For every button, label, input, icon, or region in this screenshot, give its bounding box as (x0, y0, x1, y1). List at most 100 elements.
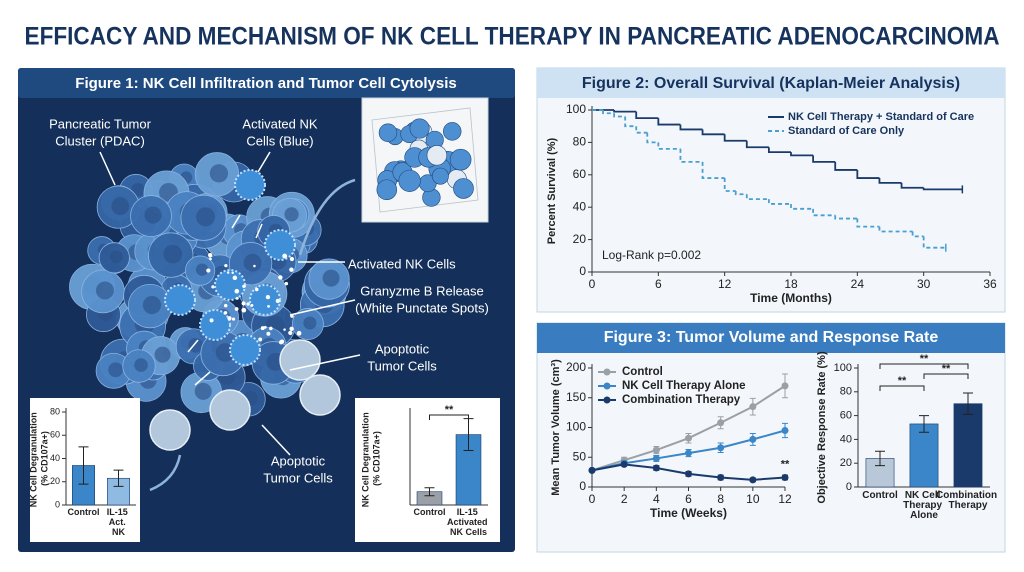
arrow (298, 178, 356, 256)
x-tick-label: 4 (653, 492, 660, 506)
nk-cell (214, 269, 246, 301)
survival-step (767, 147, 791, 154)
survival-step (657, 142, 681, 150)
legend-label: Standard of Care Only (788, 125, 905, 137)
data-point (717, 473, 725, 481)
error-bar (875, 450, 885, 467)
y-axis-label: Mean Tumor Volume (cm³) (550, 359, 562, 496)
granzyme-dot (224, 264, 228, 268)
granzyme-dot (266, 331, 271, 336)
granzyme-dot (209, 318, 214, 323)
granzyme-dot (231, 271, 234, 275)
nk-cell (234, 169, 266, 201)
survival-step (834, 161, 858, 171)
survival-step (900, 182, 924, 189)
cube-cell (409, 118, 430, 139)
granzyme-dot (209, 257, 212, 261)
cube-cells (376, 118, 474, 207)
cell-nucleus (154, 346, 171, 363)
cell-nucleus (163, 244, 183, 264)
bar (953, 403, 983, 488)
page-title: EFFICACY AND MECHANISM OF NK CELL THERAP… (25, 23, 1000, 51)
data-point (781, 426, 789, 434)
illustration-label: Cluster (PDAC) (55, 133, 145, 148)
cube-cell (443, 122, 462, 141)
y-tick-label: 80 (840, 386, 852, 398)
y-tick-label: 60 (50, 430, 60, 440)
legend-label: Combination Therapy (622, 394, 741, 406)
granzyme-dot (234, 288, 240, 294)
chart-title: Figure 2: Overall Survival (Kaplan-Meier… (582, 75, 960, 92)
x-tick-label: Control (68, 507, 100, 517)
cell-nucleus (195, 263, 209, 276)
cell-nucleus (194, 382, 212, 400)
cube-cell (449, 148, 472, 171)
significance-bracket (429, 414, 469, 420)
survival-step (878, 178, 902, 184)
survival-step (790, 152, 814, 157)
arrow (289, 354, 361, 371)
illustration-label: (White Punctate Spots) (355, 300, 489, 315)
x-tick-label: 30 (917, 277, 931, 291)
survival-step (613, 113, 626, 118)
data-point (652, 446, 660, 454)
significance-bracket (923, 373, 969, 379)
cell-nucleus (303, 316, 317, 330)
cube-cell (431, 167, 449, 185)
y-axis-label: Objective Response Rate (%) (816, 351, 828, 504)
cell-nucleus (144, 206, 162, 224)
apoptotic-cell (299, 374, 341, 416)
data-point (685, 449, 692, 457)
survival-step (734, 191, 747, 196)
x-tick-label: 10 (746, 492, 760, 506)
granzyme-dot (279, 340, 284, 345)
granzyme-dot (288, 330, 293, 336)
x-axis-label: Time (Months) (750, 291, 832, 305)
survival-step (812, 208, 836, 217)
granzyme-dot (208, 252, 213, 258)
y-tick-label: 100 (566, 102, 586, 116)
data-point (652, 454, 660, 462)
x-tick-label: 12 (778, 492, 792, 506)
annotation: ** (898, 375, 907, 387)
x-tick-label: Control (414, 507, 446, 517)
annotation: ** (920, 353, 929, 365)
x-tick-label: 24 (851, 277, 865, 291)
survival-step (911, 231, 924, 238)
y-tick-label: 20 (840, 457, 852, 469)
granzyme-dot (283, 328, 286, 331)
figure3-header (537, 323, 1005, 353)
data-point (652, 464, 660, 472)
granzyme-dot (250, 303, 254, 307)
arrow (187, 214, 263, 386)
illustration-label: Activated NK (242, 116, 317, 131)
data-point (781, 382, 789, 390)
granzyme-dot (246, 302, 250, 306)
data-point (781, 473, 789, 481)
legend-marker (603, 368, 611, 376)
significance-bracket (879, 363, 969, 369)
x-tick-label: 6 (685, 492, 692, 506)
survival-step (657, 118, 681, 126)
arrow (149, 454, 182, 492)
x-tick-label: 36 (983, 277, 997, 291)
nk-cell (264, 229, 296, 261)
cell-nucleus (188, 337, 204, 353)
error-bar (424, 487, 435, 497)
data-point (620, 460, 628, 468)
error-bar (113, 469, 124, 487)
cell-nucleus (209, 164, 229, 183)
survival-step (856, 218, 880, 228)
survival-step (834, 215, 858, 220)
nk-cell (229, 334, 261, 366)
data-point (749, 476, 757, 484)
granzyme-dot (253, 264, 256, 268)
granzyme-dot (260, 326, 265, 331)
granzyme-dot (241, 307, 247, 313)
annotation: ** (942, 363, 951, 375)
y-tick-label: 0 (579, 264, 586, 278)
chart-title: Figure 3: Tumor Volume and Response Rate (604, 329, 939, 346)
granzyme-dot (234, 307, 239, 311)
granzyme-dot (211, 285, 215, 289)
